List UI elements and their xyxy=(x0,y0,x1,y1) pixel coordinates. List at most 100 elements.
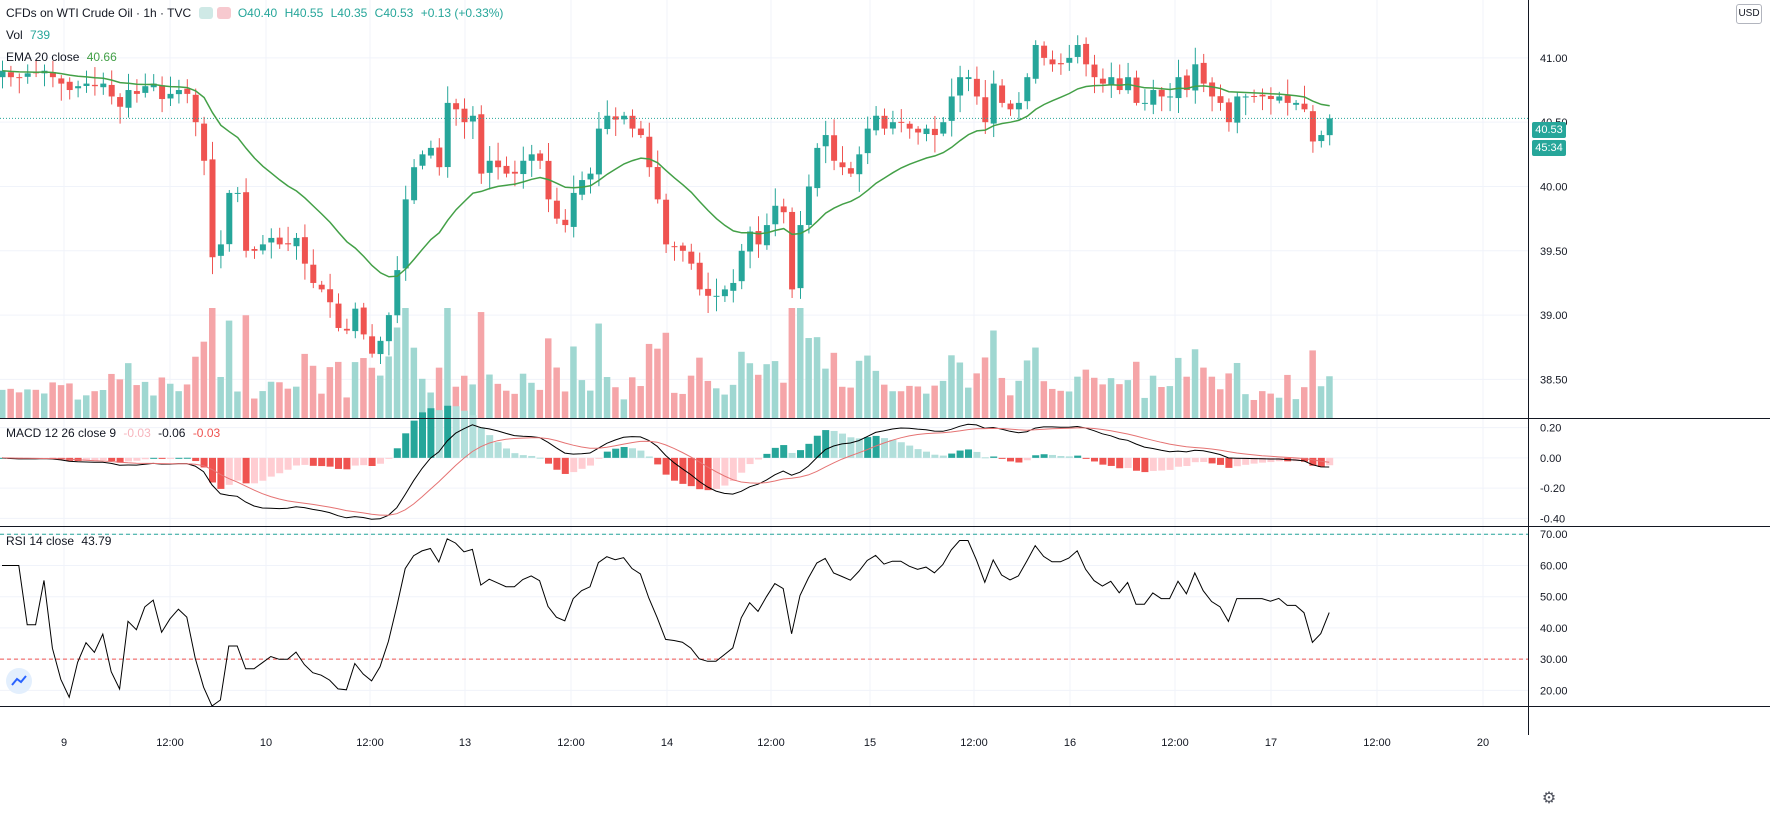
candle-body xyxy=(301,237,308,264)
currency-button[interactable]: USD xyxy=(1736,4,1762,24)
settings-gear-icon[interactable]: ⚙ xyxy=(1541,790,1557,807)
candle-body xyxy=(789,211,796,290)
volume-bar xyxy=(1183,376,1190,418)
volume-bar xyxy=(108,373,115,418)
ema-label: EMA 20 close xyxy=(6,50,80,64)
macd-histogram-bar xyxy=(326,457,334,467)
macd-histogram-bar xyxy=(200,457,208,468)
candle-body xyxy=(377,340,384,355)
eye-icon[interactable] xyxy=(198,7,213,19)
candle-body xyxy=(915,128,922,133)
macd-histogram-bar xyxy=(620,447,628,458)
rsi-tick-label: 40.00 xyxy=(1540,623,1568,635)
macd-histogram-bar xyxy=(889,439,897,458)
x-tick-label: 12:00 xyxy=(557,737,585,749)
volume-bar xyxy=(1057,390,1064,418)
volume-bar xyxy=(150,395,157,418)
macd-histogram-bar xyxy=(511,453,519,458)
x-tick-label: 9 xyxy=(61,737,67,749)
candle-body xyxy=(293,237,300,247)
macd-legend[interactable]: MACD 12 26 close 9 -0.03 -0.06 -0.03 xyxy=(6,426,224,440)
volume-bar xyxy=(49,382,56,418)
tradingview-logo-icon[interactable] xyxy=(6,668,32,694)
macd-histogram-bar xyxy=(1158,457,1166,471)
volume-bar xyxy=(528,382,535,418)
macd-histogram-bar xyxy=(687,457,695,487)
candle-body xyxy=(100,83,107,88)
volume-bar xyxy=(1040,381,1048,418)
volume-bar xyxy=(1275,397,1283,418)
candle-body xyxy=(1234,96,1241,123)
x-tick-label: 12:00 xyxy=(1161,737,1189,749)
macd-histogram-bar xyxy=(965,449,972,458)
macd-histogram-bar xyxy=(276,457,284,474)
volume-bar xyxy=(578,380,586,418)
macd-histogram-bar xyxy=(536,457,544,459)
candle-body xyxy=(394,270,401,316)
macd-histogram-bar xyxy=(410,420,418,458)
rsi-legend[interactable]: RSI 14 close 43.79 xyxy=(6,534,115,548)
candle-body xyxy=(226,192,233,245)
volume-bar xyxy=(167,383,174,418)
candle-body xyxy=(217,244,224,256)
macd-histogram-bar xyxy=(956,450,964,458)
volume-bar xyxy=(1250,399,1258,418)
compare-icon[interactable] xyxy=(216,7,231,19)
candle-body xyxy=(1133,77,1140,103)
volume-bar xyxy=(486,374,493,418)
volume-bar xyxy=(393,327,401,418)
macd-tick-label: 0.20 xyxy=(1540,423,1561,435)
rsi-tick-label: 20.00 xyxy=(1540,685,1568,697)
volume-bar xyxy=(939,380,947,418)
volume-bar xyxy=(116,379,124,418)
candle-body xyxy=(234,192,241,194)
volume-bar xyxy=(1301,387,1308,418)
ema-legend[interactable]: EMA 20 close 40.66 xyxy=(6,50,121,64)
candle-body xyxy=(965,77,972,80)
candle-body xyxy=(184,88,191,94)
volume-bar xyxy=(494,383,502,418)
volume-bar xyxy=(402,308,409,418)
candle-body xyxy=(402,199,409,269)
macd-histogram-bar xyxy=(1317,457,1325,467)
candle-body xyxy=(906,123,913,129)
macd-histogram-bar xyxy=(629,448,636,458)
candle-body xyxy=(75,86,82,89)
ohlc-change: +0.13 (+0.33%) xyxy=(420,6,504,20)
rsi-tick-label: 30.00 xyxy=(1540,654,1568,666)
macd-histogram-bar xyxy=(1007,457,1014,462)
macd-histogram-bar xyxy=(704,457,712,491)
candle-body xyxy=(444,102,451,168)
macd-histogram-bar xyxy=(981,457,989,459)
volume-bar xyxy=(1116,384,1123,418)
macd-histogram-bar xyxy=(1225,457,1233,468)
macd-histogram-bar xyxy=(1015,457,1023,463)
candle-body xyxy=(1217,96,1224,103)
macd-histogram-bar xyxy=(645,456,653,458)
ohlc-high: H40.55 xyxy=(284,6,324,20)
volume-bar xyxy=(1225,373,1232,418)
macd-histogram-bar xyxy=(923,451,930,458)
volume-bar xyxy=(729,384,737,418)
candle-body xyxy=(1057,63,1064,65)
ema-line xyxy=(2,69,1330,278)
candle-body xyxy=(133,91,140,94)
candle-body xyxy=(142,86,149,93)
volume-bar xyxy=(637,386,644,418)
x-tick-label: 12:00 xyxy=(960,737,988,749)
candle-body xyxy=(679,245,686,251)
volume-bar xyxy=(906,385,913,418)
candle-body xyxy=(16,77,23,79)
macd-histogram-bar xyxy=(679,457,687,484)
volume-legend[interactable]: Vol 739 xyxy=(6,28,54,42)
symbol-title[interactable]: CFDs on WTI Crude Oil · 1h · TVC xyxy=(6,6,192,20)
candle-body xyxy=(478,114,485,174)
volume-bar xyxy=(872,370,880,418)
candle-body xyxy=(167,93,174,99)
rsi-tick-label: 60.00 xyxy=(1540,560,1568,572)
candle-body xyxy=(755,231,762,245)
volume-bar xyxy=(1326,376,1333,418)
macd-tick-label: -0.40 xyxy=(1540,513,1565,525)
macd-histogram-bar xyxy=(452,406,460,458)
